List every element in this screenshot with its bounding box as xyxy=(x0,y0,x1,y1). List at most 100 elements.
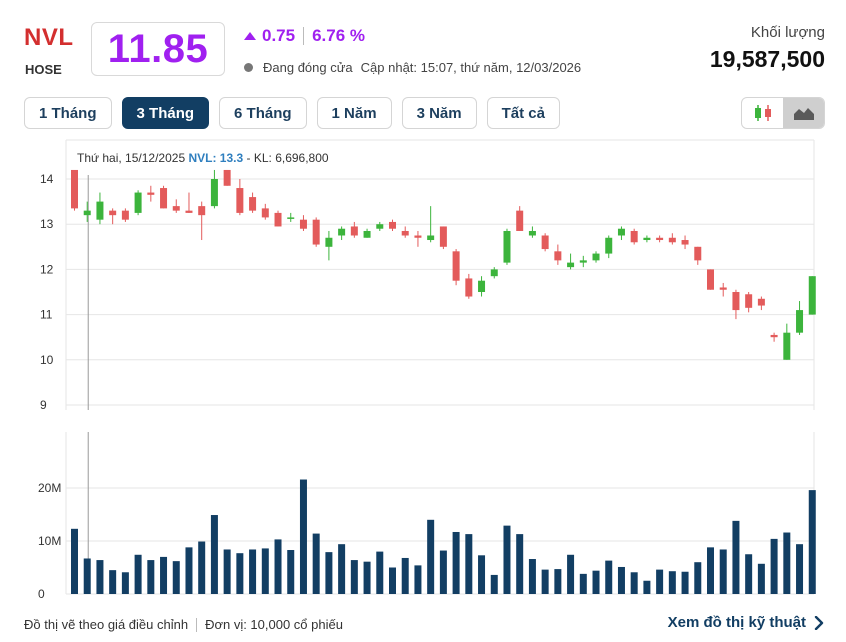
volume-axis: 0 10M 20M xyxy=(38,481,61,600)
area-chart-button[interactable] xyxy=(783,98,824,128)
date-axis: 15.12 22.12 5.01 12.01 19.01 26.01 2.02 9.02 23.… xyxy=(73,599,774,600)
price-tick-label: 11 xyxy=(40,308,53,322)
volume-tick-label: 20M xyxy=(38,481,61,495)
volume-bar xyxy=(249,549,257,594)
adjusted-price-note: Đồ thị vẽ theo giá điều chỉnh xyxy=(24,617,189,632)
date-tick-label: 5.01 xyxy=(242,599,266,600)
candle-body xyxy=(757,298,765,306)
volume-bar xyxy=(643,580,651,594)
candle-body xyxy=(617,228,625,236)
change-percent: 6.76 % xyxy=(312,26,366,45)
date-tick-label: 23.02 xyxy=(620,599,650,600)
candle-body xyxy=(71,169,78,209)
status-text: Đang đóng cửa xyxy=(263,60,353,75)
candle-body xyxy=(478,280,486,292)
volume-bar xyxy=(109,570,117,594)
date-tick-label: 2.03 xyxy=(687,599,711,600)
date-tick-label: 19.01 xyxy=(366,599,396,600)
candlestick-button[interactable] xyxy=(742,98,783,128)
volume-bar xyxy=(732,520,740,594)
price-tick-label: 10 xyxy=(40,353,54,367)
candle-body xyxy=(554,251,562,261)
volume-bar xyxy=(490,574,498,594)
ticker-symbol: NVL xyxy=(24,24,74,51)
candle-body xyxy=(808,276,816,315)
candle-body xyxy=(147,192,155,195)
volume-bar xyxy=(516,534,524,594)
volume-tick-label: 0 xyxy=(38,587,45,600)
volume-bar xyxy=(757,563,765,594)
area-chart-icon xyxy=(793,108,814,120)
volume-bar xyxy=(592,570,600,594)
market-status: Đang đóng cửa Cập nhật: 15:07, thứ năm, … xyxy=(244,60,581,75)
candle-body xyxy=(376,224,384,229)
volume-bar xyxy=(376,551,384,594)
volume-bar xyxy=(503,525,511,594)
candle-body xyxy=(490,269,498,277)
divider xyxy=(303,27,305,45)
candle-body xyxy=(312,219,320,245)
tab-1-year[interactable]: 1 Năm xyxy=(316,97,392,129)
candle-body xyxy=(541,235,549,250)
volume-bar xyxy=(261,548,269,594)
candle-body xyxy=(338,228,346,236)
tab-3-years[interactable]: 3 Năm xyxy=(401,97,477,129)
chart-footnote: Đồ thị vẽ theo giá điều chỉnh Đơn vị: 10… xyxy=(24,617,343,632)
candle-body xyxy=(223,169,231,186)
volume-bar xyxy=(147,560,155,594)
candle-body xyxy=(770,334,778,338)
candle-body xyxy=(732,292,740,311)
candle-body xyxy=(528,230,536,236)
candle-body xyxy=(198,206,206,216)
candle-body xyxy=(121,210,129,220)
tab-3-months[interactable]: 3 Tháng xyxy=(121,97,210,129)
time-range-tabs: 1 Tháng 3 Tháng 6 Tháng 1 Năm 3 Năm Tất … xyxy=(24,97,570,129)
candle-body xyxy=(172,206,180,211)
candle-body xyxy=(452,251,460,281)
price-tick-label: 12 xyxy=(40,262,54,276)
technical-chart-link[interactable]: Xem đồ thị kỹ thuật xyxy=(668,614,824,631)
candle-body xyxy=(210,179,218,207)
volume-bar xyxy=(783,532,791,594)
volume-bar xyxy=(770,538,778,594)
volume-bar xyxy=(719,549,727,594)
candle-body xyxy=(668,237,676,243)
volume-bar xyxy=(134,554,142,594)
candle-body xyxy=(745,294,753,308)
volume-bar xyxy=(681,571,689,594)
candle-body xyxy=(643,237,651,241)
candle-body xyxy=(605,237,613,254)
volume-bar xyxy=(579,573,587,594)
tab-6-months[interactable]: 6 Tháng xyxy=(219,97,307,129)
date-tick-label: 12.01 xyxy=(302,599,332,600)
status-dot-icon xyxy=(244,63,253,72)
candle-body xyxy=(681,240,689,245)
candle-body xyxy=(185,210,193,213)
volume-bar xyxy=(656,569,664,594)
candle-body xyxy=(109,210,117,216)
volume-label: Khối lượng xyxy=(750,24,825,41)
volume-bar xyxy=(185,547,193,594)
tooltip-price: NVL: 13.3 xyxy=(188,151,243,165)
tab-1-month[interactable]: 1 Tháng xyxy=(24,97,112,129)
candle-body xyxy=(350,226,358,236)
unit-note: Đơn vị: 10,000 cổ phiếu xyxy=(205,617,343,632)
tab-all[interactable]: Tất cả xyxy=(486,97,560,129)
candle-body xyxy=(287,217,295,219)
volume-bar xyxy=(160,556,168,594)
candle-body xyxy=(783,332,791,360)
chevron-right-icon xyxy=(814,615,824,630)
volume-bar xyxy=(541,569,549,594)
volume-bar xyxy=(338,544,346,594)
candle-body xyxy=(160,188,168,209)
volume-bar xyxy=(83,558,91,594)
tooltip-date: Thứ hai, 15/12/2025 xyxy=(77,151,185,165)
change-value: 0.75 xyxy=(262,26,296,45)
candle-body xyxy=(363,230,371,238)
volume-bar xyxy=(554,569,562,594)
candle-body xyxy=(719,287,727,290)
volume-bar xyxy=(694,562,702,594)
price-gridlines xyxy=(66,178,814,406)
candle-body xyxy=(325,237,333,247)
